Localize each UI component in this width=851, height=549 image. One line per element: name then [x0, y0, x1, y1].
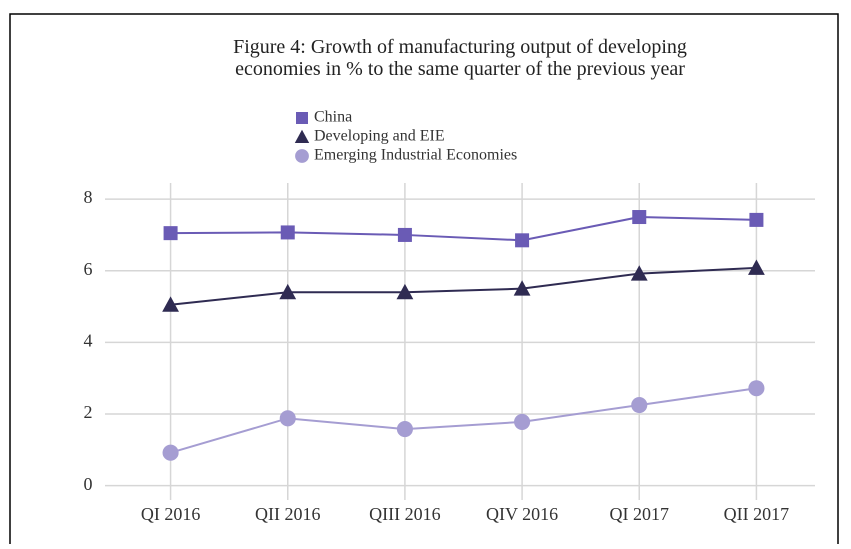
marker: [632, 210, 647, 225]
marker: [396, 283, 414, 300]
marker: [279, 410, 296, 427]
x-tick-label: QII 2017: [724, 504, 790, 524]
marker: [396, 421, 413, 438]
marker: [514, 413, 531, 430]
legend-label: Developing and EIE: [314, 128, 445, 145]
x-tick-label: QIII 2016: [369, 504, 440, 524]
marker: [162, 296, 179, 312]
marker: [397, 227, 412, 242]
marker: [163, 226, 178, 241]
y-tick-label: 0: [84, 474, 93, 494]
x-tick-label: QI 2016: [141, 504, 201, 524]
marker: [748, 380, 765, 397]
frame: [9, 13, 839, 544]
series-line: [170, 266, 757, 306]
marker: [749, 212, 764, 227]
marker: [515, 233, 530, 248]
y-tick-label: 6: [84, 259, 93, 279]
marker: [280, 225, 295, 240]
marker: [279, 283, 297, 300]
series-line: [170, 387, 757, 454]
x-tick-label: QII 2016: [255, 504, 321, 524]
marker: [748, 259, 765, 275]
marker: [631, 397, 648, 414]
chart-title: Figure 4: Growth of manufacturing output…: [233, 36, 687, 80]
marker: [513, 280, 531, 296]
x-tick-label: QI 2017: [610, 504, 670, 524]
y-tick-label: 2: [84, 402, 93, 422]
marker: [162, 444, 179, 461]
y-tick-label: 8: [84, 187, 93, 207]
marker: [630, 265, 648, 281]
x-tick-label: QIV 2016: [486, 504, 558, 524]
legend-label: China: [314, 109, 352, 126]
marker: [295, 149, 309, 163]
marker: [296, 112, 308, 124]
y-tick-label: 4: [84, 331, 93, 351]
series-line: [170, 216, 757, 242]
marker: [294, 129, 310, 143]
legend-label: Emerging Industrial Economies: [314, 147, 517, 164]
